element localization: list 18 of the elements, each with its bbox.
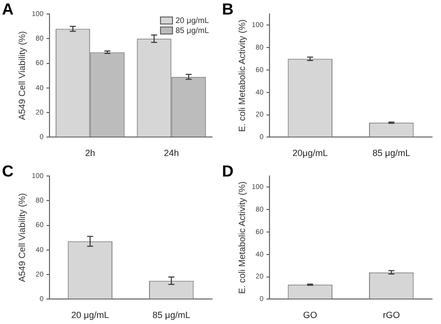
y-axis-title: E. coli Metabolic Activity (%) xyxy=(236,19,247,132)
x-tick-label: 85 μg/mL xyxy=(372,148,410,158)
y-axis-title: A549 Cell Viability (%) xyxy=(16,31,27,120)
chart-title: D xyxy=(222,163,234,180)
x-tick-label: GO xyxy=(303,310,318,320)
x-tick-label: 20μg/mL xyxy=(292,148,328,158)
x-tick-label: rGO xyxy=(382,310,400,320)
legend-label: 85 μg/mL xyxy=(175,26,210,36)
x-tick-label: 85 μg/mL xyxy=(152,310,190,320)
legend-label: 20 μg/mL xyxy=(175,16,210,26)
chart-title: A xyxy=(2,1,14,18)
y-axis-title: E. coli Metabolic Activity (%) xyxy=(236,181,247,294)
x-tick-label: 20 μg/mL xyxy=(71,310,109,320)
chart-title: C xyxy=(2,163,14,180)
x-tick-label: 2h xyxy=(85,148,96,158)
chart-title: B xyxy=(222,1,234,18)
y-axis-title: A549 Cell Viability (%) xyxy=(16,193,27,282)
x-tick-label: 24h xyxy=(164,148,179,158)
